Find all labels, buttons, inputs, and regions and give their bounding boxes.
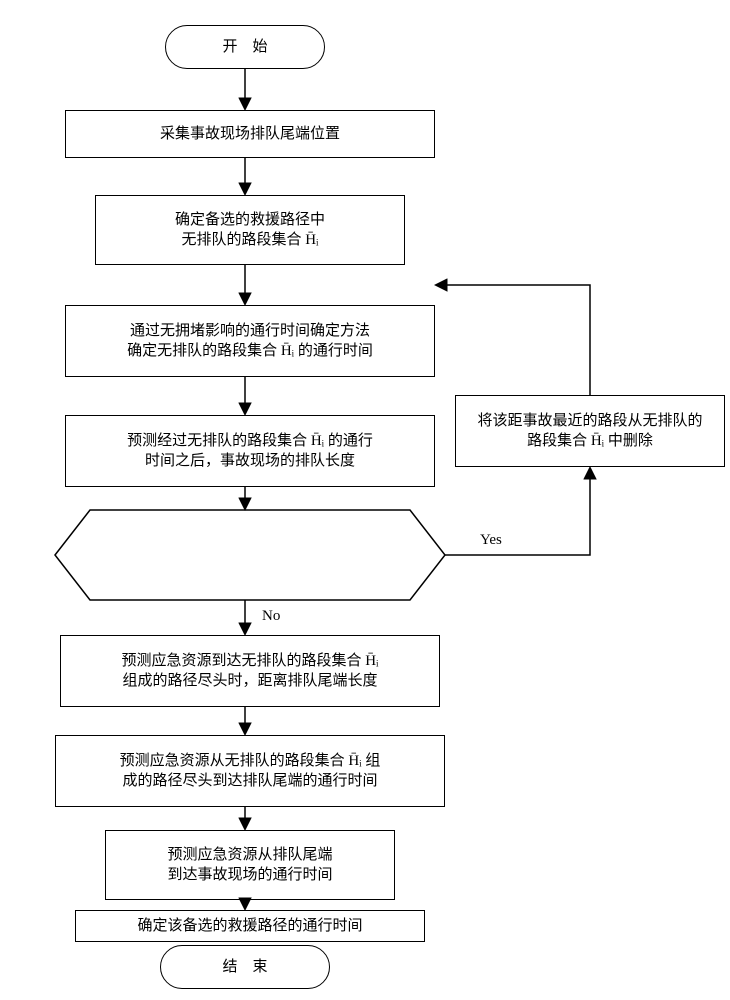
- edge-d1-pR: [445, 469, 590, 555]
- process-determine-route-time: 确定该备选的救援路径的通行时间: [75, 910, 425, 942]
- end-label: 结 束: [222, 957, 267, 977]
- process-travel-time-no-queue: 通过无拥堵影响的通行时间确定方法 确定无排队的路段集合 H̄ᵢ 的通行时间: [65, 305, 435, 377]
- start-label: 开 始: [222, 37, 267, 57]
- p1-label: 采集事故现场排队尾端位置: [160, 124, 340, 144]
- p2-label: 确定备选的救援路径中 无排队的路段集合 H̄ᵢ: [175, 210, 325, 251]
- process-remove-segment: 将该距事故最近的路段从无排队的 路段集合 H̄ᵢ 中删除: [455, 395, 725, 467]
- p4-label: 预测经过无排队的路段集合 H̄ᵢ 的通行 时间之后，事故现场的排队长度: [127, 431, 373, 472]
- edge-label-yes: Yes: [480, 532, 502, 549]
- decision-nearest-segment-affected: 预测无排队的路段集合 H̄ᵢ 中 距事故点最近的路段是否受 事故现场排队影响: [55, 510, 445, 600]
- process-predict-tail-to-scene: 预测应急资源从排队尾端 到达事故现场的通行时间: [105, 830, 395, 900]
- edge-pR-p3: [437, 285, 590, 395]
- process-collect-queue-tail: 采集事故现场排队尾端位置: [65, 110, 435, 158]
- d1-label: 预测无排队的路段集合 H̄ᵢ 中 距事故点最近的路段是否受 事故现场排队影响: [157, 525, 343, 586]
- edge-label-no: No: [262, 608, 280, 625]
- process-predict-time-to-tail: 预测应急资源从无排队的路段集合 H̄ᵢ 组 成的路径尽头到达排队尾端的通行时间: [55, 735, 445, 807]
- p6-label: 预测应急资源从无排队的路段集合 H̄ᵢ 组 成的路径尽头到达排队尾端的通行时间: [120, 751, 381, 792]
- process-predict-queue-length: 预测经过无排队的路段集合 H̄ᵢ 的通行 时间之后，事故现场的排队长度: [65, 415, 435, 487]
- end-terminal: 结 束: [160, 945, 330, 989]
- p3-label: 通过无拥堵影响的通行时间确定方法 确定无排队的路段集合 H̄ᵢ 的通行时间: [127, 321, 373, 362]
- process-predict-distance-to-tail: 预测应急资源到达无排队的路段集合 H̄ᵢ 组成的路径尽头时，距离排队尾端长度: [60, 635, 440, 707]
- process-determine-route-set: 确定备选的救援路径中 无排队的路段集合 H̄ᵢ: [95, 195, 405, 265]
- p7-label: 预测应急资源从排队尾端 到达事故现场的通行时间: [167, 845, 332, 886]
- pR-label: 将该距事故最近的路段从无排队的 路段集合 H̄ᵢ 中删除: [477, 411, 702, 452]
- p8-label: 确定该备选的救援路径的通行时间: [137, 916, 362, 936]
- start-terminal: 开 始: [165, 25, 325, 69]
- flowchart-canvas: 开 始 采集事故现场排队尾端位置 确定备选的救援路径中 无排队的路段集合 H̄ᵢ…: [0, 0, 730, 1000]
- p5-label: 预测应急资源到达无排队的路段集合 H̄ᵢ 组成的路径尽头时，距离排队尾端长度: [121, 651, 378, 692]
